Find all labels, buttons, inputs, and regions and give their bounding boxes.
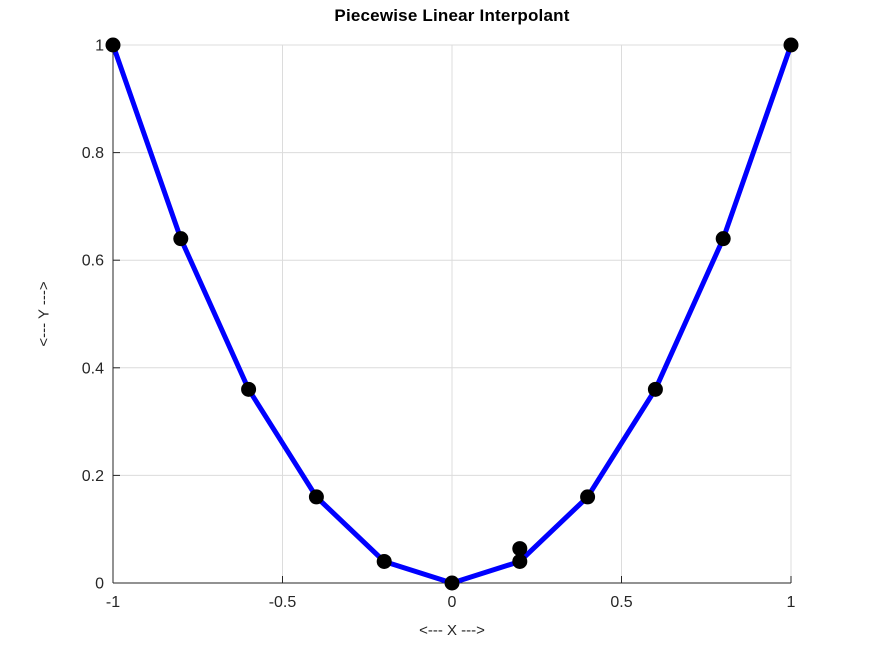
data-point-marker — [512, 553, 528, 569]
x-tick-label: -0.5 — [269, 594, 297, 611]
data-point-marker — [783, 37, 799, 53]
chart-title: Piecewise Linear Interpolant — [334, 6, 570, 25]
x-axis-label: <--- X ---> — [419, 622, 485, 639]
x-tick-label: -1 — [106, 594, 120, 611]
data-point-marker — [173, 231, 189, 247]
x-tick-label: 0.5 — [610, 594, 632, 611]
y-tick-label: 0.2 — [82, 468, 104, 485]
y-axis-label: <--- Y ---> — [35, 281, 53, 347]
y-tick-label: 0 — [95, 576, 104, 593]
x-tick-label: 0 — [448, 594, 457, 611]
data-point-marker — [376, 553, 392, 569]
interpolated-point-marker — [512, 541, 528, 557]
x-tick-label: 1 — [787, 594, 796, 611]
data-point-marker — [647, 381, 663, 397]
data-point-marker — [308, 489, 324, 505]
data-point-marker — [105, 37, 121, 53]
y-tick-label: 1 — [95, 38, 104, 55]
data-point-marker — [715, 231, 731, 247]
data-point-marker — [241, 381, 257, 397]
y-tick-label: 0.8 — [82, 145, 104, 162]
data-point-marker — [580, 489, 596, 505]
data-point-marker — [444, 575, 460, 591]
y-tick-label: 0.6 — [82, 253, 104, 270]
y-tick-label: 0.4 — [82, 360, 104, 377]
